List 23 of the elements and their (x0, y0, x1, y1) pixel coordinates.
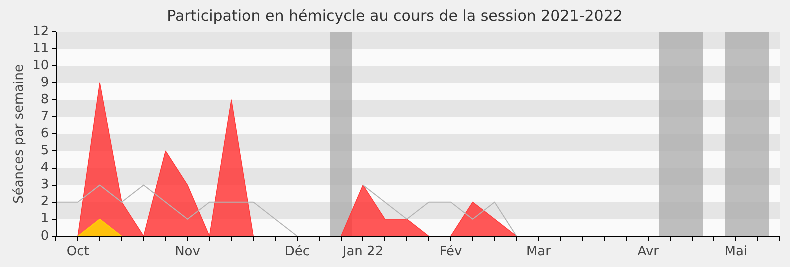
x-tick-label: Nov (175, 244, 201, 260)
y-axis-title: Séances par semaine (12, 64, 28, 204)
y-tick-label: 0 (40, 228, 50, 244)
x-tick-label: Mai (724, 244, 748, 260)
y-tick-label: 7 (40, 110, 50, 125)
x-tick-label: Oct (66, 244, 90, 260)
y-tick-label: 2 (40, 194, 50, 210)
y-tick-label: 1 (40, 212, 50, 227)
y-tick-label: 12 (32, 24, 50, 40)
y-tick-label: 10 (32, 58, 50, 74)
chart-title: Participation en hémicycle au cours de la session 2021-2022 (167, 6, 623, 25)
y-tick-label: 5 (40, 144, 50, 159)
x-tick-label: Déc (284, 244, 310, 260)
x-tick-label: Mar (526, 244, 552, 260)
y-tick-label: 11 (32, 41, 50, 56)
y-tick-label: 9 (40, 75, 50, 90)
y-tick-label: 4 (40, 160, 50, 176)
x-tick-label: Fév (440, 244, 463, 260)
y-tick-label: 6 (40, 126, 50, 142)
x-tick-label: Jan 22 (342, 244, 384, 260)
y-tick-label: 8 (40, 92, 50, 108)
x-tick-label: Avr (638, 244, 660, 260)
y-tick-label: 3 (40, 178, 50, 193)
